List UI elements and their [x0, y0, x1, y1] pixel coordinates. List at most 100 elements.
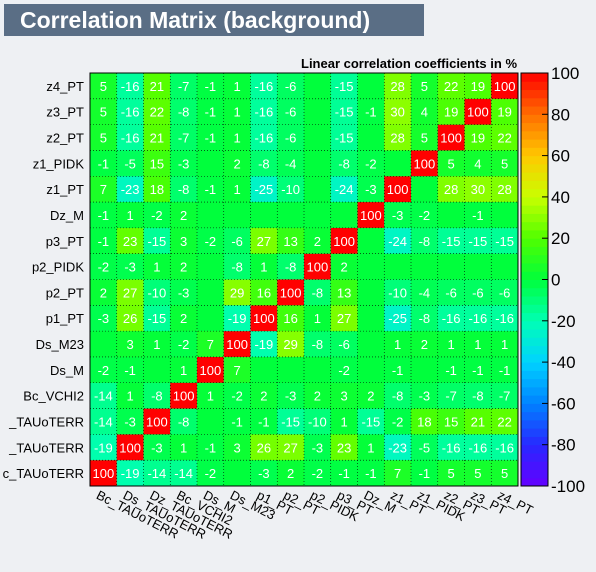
heatmap-cell — [250, 253, 278, 280]
cell-value-label: 100 — [414, 156, 436, 171]
colorbar-tick-label: -20 — [551, 312, 576, 331]
cell-value-label: 1 — [314, 311, 321, 326]
cell-value-label: -5 — [124, 156, 136, 171]
colorbar-segment — [521, 411, 548, 421]
cell-value-label: -15 — [468, 234, 487, 249]
cell-value-label: -1 — [205, 105, 217, 120]
cell-value-label: 1 — [127, 208, 134, 223]
heatmap-cell — [277, 124, 304, 151]
colorbar-segment — [521, 196, 548, 206]
heatmap-cell — [491, 227, 518, 254]
cell-value-label: 19 — [497, 105, 511, 120]
cell-value-label: -7 — [499, 389, 511, 404]
cell-value-label: 1 — [394, 337, 401, 352]
heatmap-cell — [464, 305, 492, 332]
heatmap-cell — [384, 434, 411, 461]
heatmap-cell — [197, 408, 224, 435]
heatmap-cell — [384, 150, 411, 177]
cell-value-label: 5 — [100, 79, 107, 94]
y-tick-label: p2_PT — [46, 285, 84, 300]
heatmap-cell — [223, 434, 251, 461]
heatmap-cell — [464, 227, 492, 254]
heatmap-cell — [384, 356, 411, 383]
cell-value-label: -24 — [335, 182, 354, 197]
heatmap-cell — [304, 227, 331, 254]
heatmap-cell — [357, 227, 385, 254]
heatmap-cell — [277, 460, 304, 486]
heatmap-cell — [384, 227, 411, 254]
heatmap-cell — [223, 460, 251, 486]
heatmap-cell — [223, 227, 251, 254]
cell-value-label: -16 — [121, 105, 140, 120]
heatmap-cell — [411, 331, 438, 357]
heatmap-cell — [357, 176, 385, 203]
cell-value-label: -8 — [312, 337, 324, 352]
cell-value-label: -16 — [468, 311, 487, 326]
y-tick-label: _TAUoTERR — [8, 414, 84, 429]
cell-value-label: -2 — [419, 208, 431, 223]
cell-value-label: -15 — [495, 234, 514, 249]
heatmap-cell — [116, 202, 144, 228]
cell-value-label: -16 — [254, 105, 273, 120]
cell-value-label: -6 — [285, 79, 297, 94]
heatmap-cell — [491, 408, 518, 435]
heatmap-cell — [330, 124, 358, 151]
cell-value-label: 18 — [150, 182, 164, 197]
cell-value-label: 100 — [200, 363, 222, 378]
colorbar-segment — [521, 304, 548, 314]
heatmap-cell — [437, 98, 465, 125]
heatmap-cell — [464, 331, 492, 357]
heatmap-cell — [143, 98, 171, 125]
y-tick-label: c_TAUoTERR — [3, 466, 84, 481]
cell-value-label: 5 — [100, 131, 107, 146]
heatmap-cell — [384, 331, 411, 357]
heatmap-cell — [411, 202, 438, 228]
heatmap-cell — [411, 98, 438, 125]
heatmap-cell — [143, 253, 171, 280]
heatmap-cell — [304, 434, 331, 461]
cell-value-label: -3 — [124, 260, 136, 275]
colorbar-segment — [521, 329, 548, 338]
cell-value-label: 2 — [314, 234, 321, 249]
cell-value-label: -8 — [178, 182, 190, 197]
heatmap-cell — [491, 279, 518, 306]
heatmap-cell — [491, 305, 518, 332]
heatmap-cell — [437, 279, 465, 306]
cell-value-label: 1 — [234, 105, 241, 120]
cell-value-label: 100 — [387, 182, 409, 197]
cell-value-label: 21 — [150, 79, 164, 94]
heatmap-cell — [197, 124, 224, 151]
cell-value-label: -2 — [151, 208, 163, 223]
heatmap-cell — [170, 279, 197, 306]
cell-value-label: 23 — [337, 440, 351, 455]
cell-value-label: 19 — [471, 79, 485, 94]
cell-value-label: -1 — [472, 363, 484, 378]
cell-value-label: -8 — [231, 260, 243, 275]
colorbar-segment — [521, 452, 548, 462]
colorbar-tick-label: -80 — [551, 436, 576, 455]
cell-value-label: -1 — [445, 363, 457, 378]
colorbar-tick-label: 100 — [551, 64, 579, 83]
y-tick-label: z4_PT — [46, 79, 84, 94]
heatmap-cell — [330, 408, 358, 435]
cell-value-label: 16 — [257, 285, 271, 300]
heatmap-cell — [411, 305, 438, 332]
heatmap-cell — [223, 331, 251, 357]
heatmap-cell — [357, 73, 385, 99]
cell-value-label: -14 — [94, 414, 113, 429]
heatmap-cell — [116, 98, 144, 125]
heatmap-cell — [437, 73, 465, 99]
heatmap-cell — [170, 73, 197, 99]
heatmap-cell — [90, 253, 117, 280]
heatmap-cell — [411, 279, 438, 306]
heatmap-cell — [304, 150, 331, 177]
heatmap-cell — [116, 356, 144, 383]
cell-value-label: 1 — [234, 79, 241, 94]
heatmap-cell — [197, 460, 224, 486]
cell-value-label: -16 — [121, 131, 140, 146]
cell-value-label: -14 — [174, 466, 193, 481]
cell-value-label: -16 — [442, 440, 461, 455]
heatmap-cell — [197, 434, 224, 461]
cell-value-label: 29 — [230, 285, 244, 300]
heatmap-cell — [116, 124, 144, 151]
